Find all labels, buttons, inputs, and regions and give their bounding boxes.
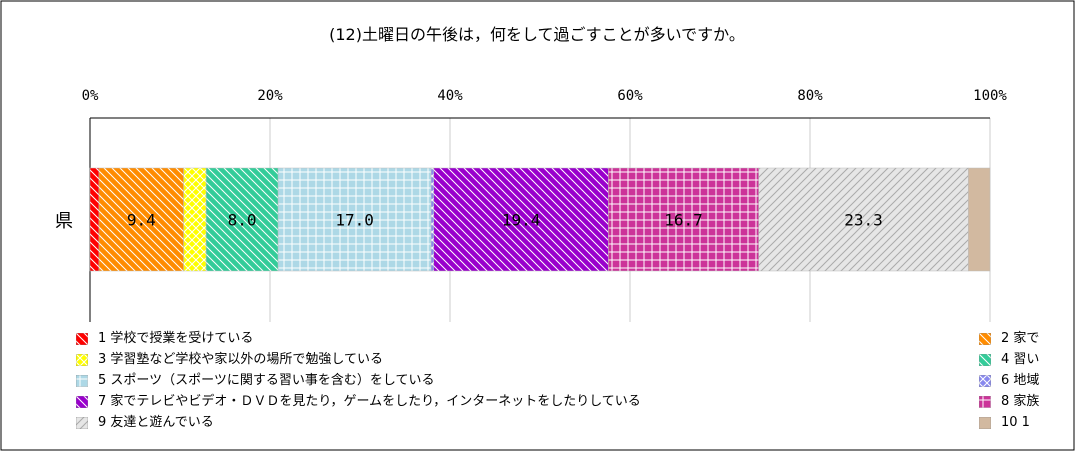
x-tick-label: 40% [437, 88, 463, 104]
legend-item: 8 家族 [979, 393, 1070, 411]
data-labels: 9.4 8.0 17.0 19.4 16.7 23.3 [127, 211, 883, 230]
bar-segment [968, 167, 991, 272]
legend-label: 5 スポーツ（スポーツに関する習い事を含む）をしている [98, 373, 435, 388]
legend-label: 4 習い [1001, 352, 1040, 367]
legend-label: 2 家で [1001, 331, 1040, 346]
legend-swatch [76, 375, 88, 387]
data-label: 8.0 [228, 211, 257, 230]
legend-swatch [76, 396, 88, 408]
legend-swatch [979, 417, 991, 429]
legend-item: 2 家で [979, 330, 1070, 348]
legend-swatch [979, 354, 991, 366]
legend-item: 6 地域 [979, 372, 1070, 390]
bar-segment [433, 167, 609, 272]
legend-swatch [979, 396, 991, 408]
legend-swatch [76, 354, 88, 366]
bar-segment [430, 167, 435, 272]
x-tick-label: 100% [973, 88, 1007, 104]
data-label: 16.7 [664, 211, 703, 230]
legend-label: 7 家でテレビやビデオ・ＤＶＤを見たり，ゲームをしたり，インターネットをしたりし… [98, 394, 641, 409]
x-tick-label: 20% [257, 88, 283, 104]
data-label: 23.3 [844, 211, 883, 230]
bar-segment [89, 167, 100, 272]
stacked-bar [89, 167, 991, 272]
data-label: 19.4 [502, 211, 541, 230]
chart-title: (12)土曜日の午後は，何をして過ごすことが多いですか。 [329, 25, 745, 44]
data-label: 9.4 [127, 211, 156, 230]
bar-segment [98, 167, 184, 272]
legend-swatch [979, 375, 991, 387]
legend-label: 6 地域 [1001, 373, 1040, 388]
legend-item: 4 習い [979, 351, 1070, 369]
bar-segment [758, 167, 969, 272]
bar-segment [277, 167, 432, 272]
legend-label: 8 家族 [1001, 394, 1040, 409]
x-tick-label: 80% [797, 88, 823, 104]
legend-label: 10 1 [1001, 415, 1030, 430]
legend-item: 10 1 [979, 414, 1070, 432]
x-tick-label: 60% [617, 88, 643, 104]
category-label: 県 [55, 211, 73, 232]
legend-swatch [76, 417, 88, 429]
legend-label: 3 学習塾など学校や家以外の場所で勉強している [98, 352, 384, 367]
bar-segment [608, 167, 759, 272]
legend-swatch [979, 333, 991, 345]
legend-swatch [76, 333, 88, 345]
legend-label: 9 友達と遊んでいる [98, 415, 214, 430]
data-label: 17.0 [335, 211, 374, 230]
x-tick-label: 0% [82, 88, 99, 104]
legend-label: 1 学校で授業を受けている [98, 331, 254, 346]
x-tick-labels: 0% 20% 40% 60% 80% 100% [82, 88, 1008, 104]
bar-segment [205, 167, 279, 272]
bar-segment [183, 167, 207, 272]
